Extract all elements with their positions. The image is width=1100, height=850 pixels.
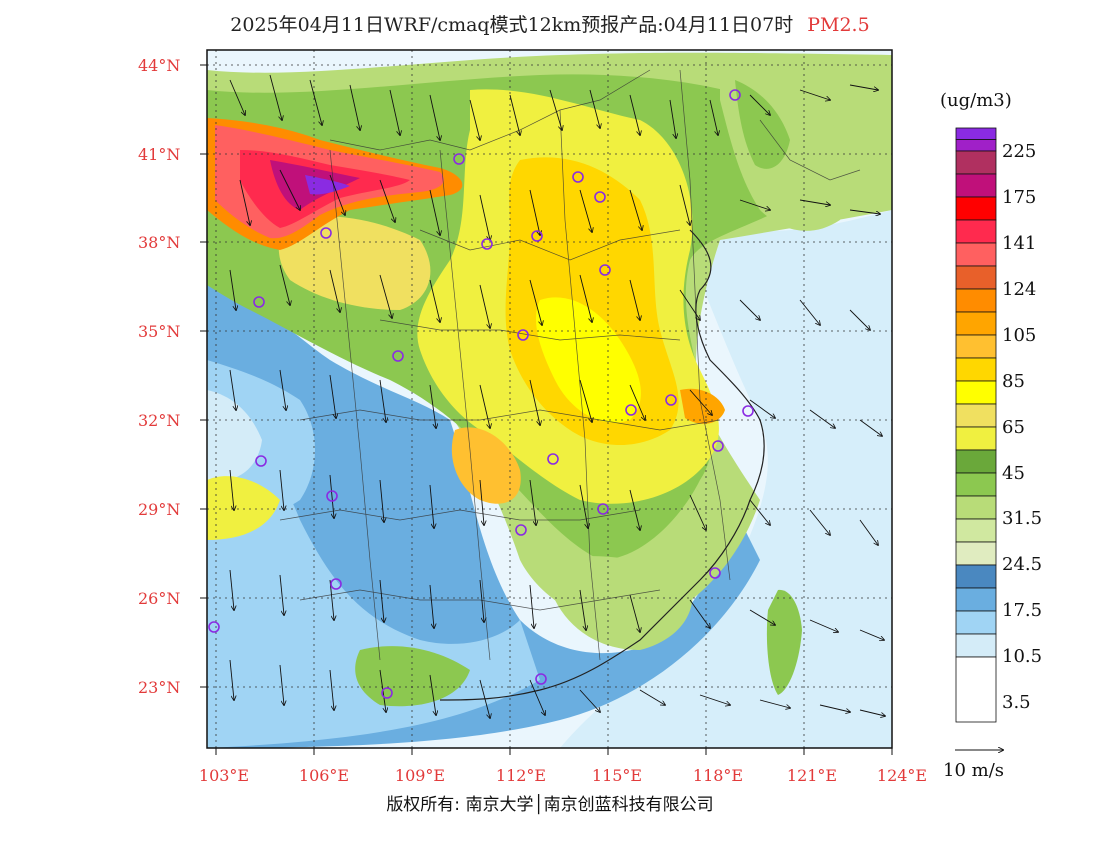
lat-label-41n: 41°N (138, 145, 181, 164)
lon-label-103e: 103°E (198, 766, 250, 785)
legend-label-124: 124 (1002, 279, 1037, 300)
lat-label-35n: 35°N (138, 322, 181, 341)
legend-label-31-5: 31.5 (1002, 508, 1043, 529)
legend-label-17-5: 17.5 (1002, 600, 1043, 621)
lat-label-32n: 32°N (138, 411, 181, 430)
lat-label-26n: 26°N (138, 589, 181, 608)
legend-label-10-5: 10.5 (1002, 646, 1043, 667)
legend-label-141: 141 (1002, 233, 1037, 254)
title-pollutant: PM2.5 (807, 14, 870, 36)
legend-label-105: 105 (1002, 325, 1037, 346)
legend-label-3-5: 3.5 (1002, 692, 1031, 713)
legend-label-85: 85 (1002, 371, 1025, 392)
legend-unit: (ug/m3) (940, 90, 1012, 111)
map-title: 2025年04月11日WRF/cmaq模式12km预报产品:04月11日07时 P… (0, 10, 1100, 37)
colorbar (955, 127, 997, 723)
lat-label-29n: 29°N (138, 500, 181, 519)
lon-label-115e: 115°E (591, 766, 643, 785)
lon-label-124e: 124°E (876, 766, 928, 785)
lon-label-109e: 109°E (394, 766, 446, 785)
lon-label-118e: 118°E (692, 766, 744, 785)
lon-label-112e: 112°E (495, 766, 547, 785)
map-field (207, 50, 892, 748)
legend-label-24-5: 24.5 (1002, 554, 1043, 575)
legend-label-225: 225 (1002, 141, 1037, 162)
lat-label-23n: 23°N (138, 678, 181, 697)
copyright-footer: 版权所有: 南京大学│南京创蓝科技有限公司 (386, 795, 714, 815)
legend-label-175: 175 (1002, 187, 1037, 208)
legend-label-65: 65 (1002, 417, 1025, 438)
wind-scale-label: 10 m/s (943, 760, 1004, 781)
lat-label-38n: 38°N (138, 233, 181, 252)
title-main: 2025年04月11日WRF/cmaq模式12km预报产品:04月11日07时 (230, 14, 794, 36)
lat-label-44n: 44°N (138, 56, 181, 75)
lon-label-106e: 106°E (298, 766, 350, 785)
legend-label-45: 45 (1002, 463, 1025, 484)
lon-label-121e: 121°E (786, 766, 838, 785)
